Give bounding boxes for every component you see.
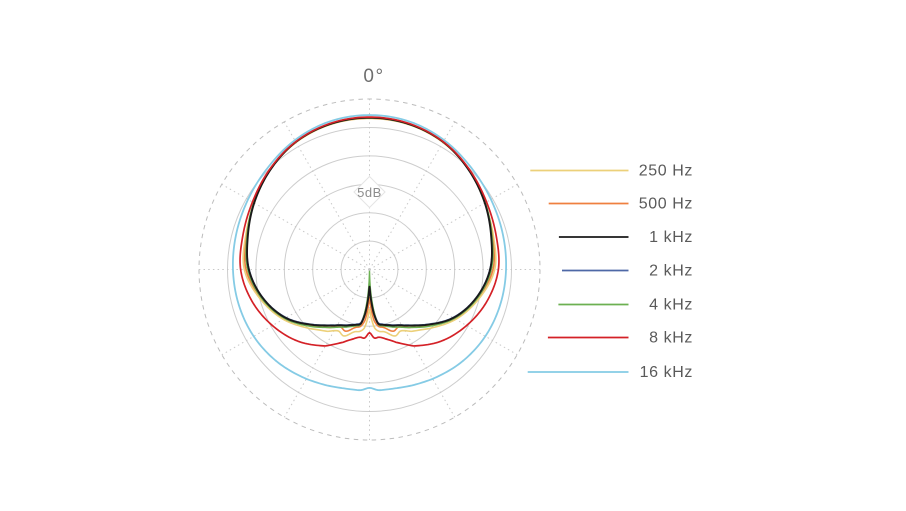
legend-label-250-hz: 250 Hz <box>639 163 693 180</box>
grid-radial-330deg <box>283 121 370 270</box>
legend-label-16-khz: 16 kHz <box>640 364 693 381</box>
scale-label-diamond <box>353 175 386 209</box>
grid-radial-60deg <box>369 183 518 270</box>
legend-label-4-khz: 4 kHz <box>649 297 693 314</box>
grid-radial-30deg <box>369 121 456 270</box>
scale-label: 5dB <box>357 185 382 200</box>
grid-radial-240deg <box>221 269 370 356</box>
curve-16-khz <box>231 114 508 392</box>
legend-label-1-khz: 1 kHz <box>649 229 693 246</box>
legend-label-2-khz: 2 kHz <box>649 263 693 280</box>
legend-label-500-hz: 500 Hz <box>639 196 693 213</box>
zero-degree-label: 0° <box>363 66 385 87</box>
grid-radial-120deg <box>369 269 518 356</box>
grid-radial-150deg <box>369 269 456 418</box>
grid-radial-300deg <box>221 183 370 270</box>
curve-8-khz <box>239 116 500 347</box>
legend-label-8-khz: 8 kHz <box>649 330 693 347</box>
curve-1-khz <box>246 116 493 327</box>
grid-radial-210deg <box>283 269 370 418</box>
